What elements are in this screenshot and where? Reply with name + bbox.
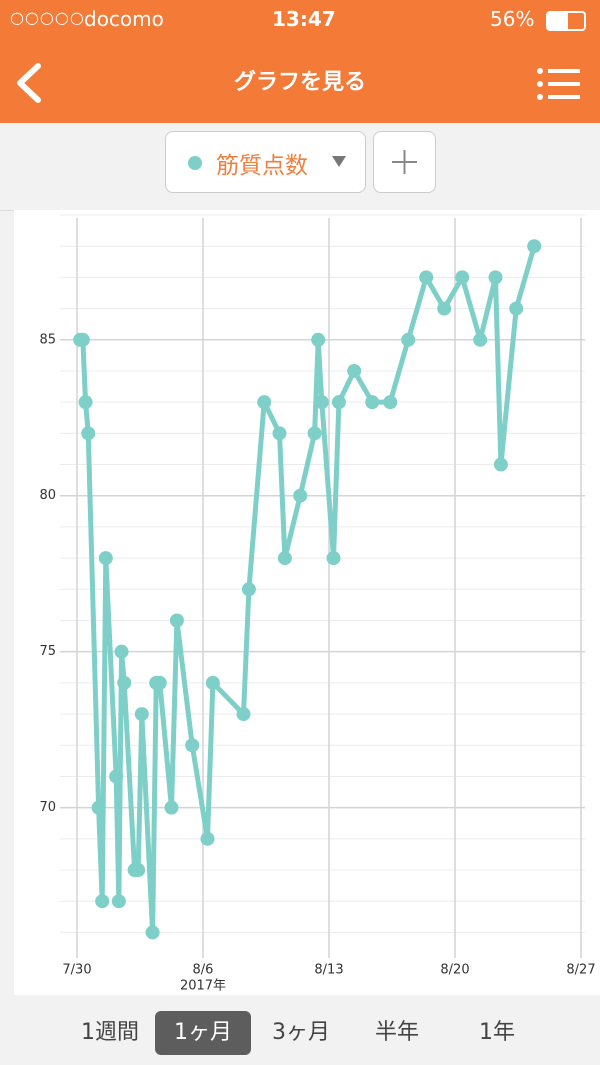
- data-point: [272, 426, 287, 441]
- period-tab[interactable]: 半年: [374, 1020, 419, 1045]
- data-point: [365, 395, 380, 410]
- data-point: [91, 800, 106, 815]
- x-year-label: 2017年: [180, 979, 226, 994]
- data-point: [75, 332, 90, 347]
- data-point: [311, 332, 326, 347]
- data-point: [527, 239, 542, 254]
- data-point: [134, 707, 149, 722]
- data-point: [241, 582, 256, 597]
- x-tick-label: 8/27: [566, 963, 595, 978]
- data-point: [293, 488, 308, 503]
- x-tick-label: 8/20: [440, 963, 469, 978]
- data-point: [277, 551, 292, 566]
- data-point: [145, 925, 160, 940]
- data-point: [117, 675, 132, 690]
- data-point: [164, 800, 179, 815]
- dropdown-arrow: [332, 156, 346, 167]
- x-tick-label: 8/13: [314, 963, 343, 978]
- data-point: [185, 738, 200, 753]
- battery-text: 56%: [490, 7, 535, 31]
- legend-dot: [188, 156, 202, 170]
- data-point: [200, 831, 215, 846]
- y-tick-label: 70: [39, 800, 56, 815]
- chart-background: [14, 210, 600, 995]
- period-tab[interactable]: 1年: [479, 1020, 515, 1045]
- data-point: [205, 675, 220, 690]
- page-title: グラフを見る: [233, 70, 366, 95]
- data-point: [509, 301, 524, 316]
- period-tab[interactable]: 1週間: [81, 1020, 139, 1045]
- add-button[interactable]: [373, 131, 436, 193]
- metric-label: 筋質点数: [216, 153, 308, 179]
- data-point: [401, 332, 416, 347]
- metric-selector[interactable]: 筋質点数: [165, 131, 366, 193]
- data-point: [236, 707, 251, 722]
- data-point: [307, 426, 322, 441]
- x-tick-label: 8/6: [193, 963, 214, 978]
- battery-icon: [546, 11, 586, 31]
- y-tick-label: 85: [39, 332, 56, 347]
- data-point: [152, 675, 167, 690]
- period-tab[interactable]: 3ヶ月: [272, 1020, 330, 1045]
- data-point: [419, 270, 434, 285]
- header: [0, 0, 600, 123]
- y-tick-label: 80: [39, 488, 56, 503]
- back-button[interactable]: [14, 62, 44, 104]
- data-point: [131, 863, 146, 878]
- data-point: [98, 551, 113, 566]
- data-point: [437, 301, 452, 316]
- data-point: [169, 613, 184, 628]
- data-point: [347, 363, 362, 378]
- data-point: [493, 457, 508, 472]
- data-point: [326, 551, 341, 566]
- data-point: [81, 426, 96, 441]
- signal-icon: ○○○○○: [10, 8, 85, 27]
- data-point: [95, 894, 110, 909]
- status-bar: ○○○○○ docomo 13:47 56%: [0, 0, 600, 40]
- time: 13:47: [272, 7, 336, 31]
- data-point: [78, 395, 93, 410]
- y-tick-label: 75: [39, 644, 56, 659]
- data-point: [383, 395, 398, 410]
- data-point: [331, 395, 346, 410]
- data-point: [314, 395, 329, 410]
- data-point: [111, 894, 126, 909]
- data-point: [114, 644, 129, 659]
- toolbar: 筋質点数: [0, 123, 600, 211]
- data-point: [109, 769, 124, 784]
- carrier: docomo: [84, 7, 164, 31]
- data-point: [488, 270, 503, 285]
- data-point: [473, 332, 488, 347]
- menu-button[interactable]: [536, 66, 582, 102]
- period-tab[interactable]: 1ヶ月: [155, 1011, 251, 1055]
- data-point: [455, 270, 470, 285]
- period-tabs: 1週間 1ヶ月 3ヶ月 半年 1年: [0, 995, 600, 1065]
- x-tick-label: 7/30: [62, 963, 91, 978]
- data-point: [257, 395, 272, 410]
